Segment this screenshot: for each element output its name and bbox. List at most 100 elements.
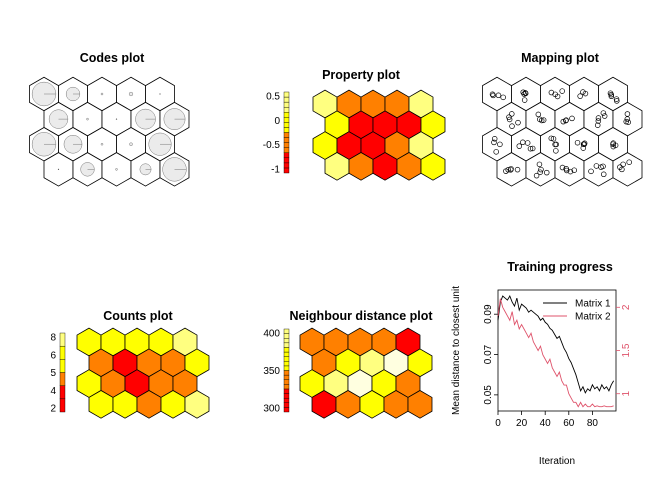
neighbour-scale-band	[283, 356, 290, 362]
mapping-point	[581, 140, 588, 147]
counts-scale-band	[59, 398, 66, 413]
x-axis-tick-label: 20	[516, 418, 528, 429]
mapping-point	[503, 168, 509, 174]
property-scale-band	[283, 91, 290, 98]
mapping-point	[580, 89, 586, 95]
mapping-point	[560, 118, 567, 125]
property-scale-band	[283, 142, 290, 148]
mapping-hex	[612, 152, 643, 187]
mapping-point	[610, 143, 617, 150]
mapping-point	[580, 145, 587, 151]
legend-label-2: Matrix 2	[575, 312, 611, 323]
mapping-point	[491, 139, 497, 146]
property-scale-band	[283, 127, 290, 133]
property-scale-band	[283, 157, 290, 164]
neighbour-cell	[407, 390, 433, 419]
mapping-point	[600, 110, 607, 116]
counts-scale-band	[59, 332, 66, 347]
counts-scale-tick: 2	[50, 404, 56, 415]
x-axis-tick-label: 60	[563, 418, 575, 429]
mapping-point	[553, 148, 559, 154]
codes-segment	[159, 93, 161, 95]
mapping-point	[601, 113, 608, 119]
mapping-point	[598, 164, 604, 170]
property-scale-band	[283, 162, 290, 169]
training-plot-title: Training progress	[507, 260, 613, 274]
mapping-point	[559, 164, 566, 171]
neighbour-scale-band	[283, 379, 290, 385]
x-axis-label: Iteration	[539, 456, 575, 467]
codes-segment	[57, 168, 60, 170]
property-scale-tick: 0.5	[266, 92, 280, 103]
neighbour-scale-band	[283, 328, 290, 334]
mapping-point	[563, 117, 569, 123]
mapping-point	[497, 141, 503, 148]
mapping-point	[569, 115, 575, 122]
codes-segment	[115, 118, 118, 120]
mapping-point	[537, 116, 543, 123]
mapping-plot	[482, 76, 643, 187]
counts-plot: 8 6 5 4 2	[50, 327, 210, 419]
mapping-point	[491, 136, 498, 142]
mapping-point	[540, 117, 547, 123]
neighbour-scale-band	[283, 374, 290, 380]
counts-scale-tick: 5	[50, 368, 56, 379]
neighbour-scale-band	[283, 393, 290, 399]
neighbour-scale-band	[283, 402, 290, 408]
mapping-point	[624, 116, 631, 122]
mapping-point	[588, 168, 594, 175]
mapping-point	[577, 93, 583, 99]
y-axis-label: Mean distance to closest unit	[451, 286, 462, 415]
property-scale-band	[283, 112, 290, 118]
mapping-point	[537, 169, 543, 175]
mapping-point	[515, 119, 521, 126]
mapping-point	[625, 119, 631, 125]
property-scale-band	[283, 106, 290, 113]
mapping-point	[521, 97, 528, 103]
mapping-point	[550, 136, 557, 142]
series-line-2	[497, 298, 614, 408]
counts-scale-tick: 6	[50, 350, 56, 361]
mapping-point	[506, 116, 513, 123]
mapping-point	[552, 141, 558, 148]
mapping-point	[529, 145, 536, 152]
mapping-point	[613, 96, 620, 102]
property-cell	[420, 152, 446, 181]
property-scale-tick: 0	[274, 116, 280, 127]
neighbour-scale-band	[283, 407, 290, 413]
mapping-point	[506, 114, 512, 120]
neighbour-scale-band	[283, 397, 290, 403]
mapping-point	[536, 161, 543, 168]
neighbour-distance-plot: 400 350 300	[263, 327, 433, 419]
counts-scale-band	[59, 345, 66, 360]
mapping-point	[543, 169, 550, 176]
mapping-point	[607, 90, 614, 96]
neighbour-scale-band	[283, 361, 290, 367]
codes-segment	[128, 91, 134, 97]
counts-scale-band	[59, 359, 66, 373]
mapping-point	[509, 123, 515, 129]
codes-segment	[100, 92, 104, 96]
property-scale-band	[283, 147, 290, 153]
mapping-point	[571, 167, 577, 173]
y2-axis-tick-label: 2	[621, 304, 632, 310]
property-plot: 0.5 0 -0.5 -1	[263, 89, 446, 181]
mapping-point	[574, 139, 581, 146]
property-scale-band	[283, 122, 290, 128]
codes-plot	[29, 76, 190, 187]
mapping-point	[600, 171, 607, 178]
counts-cell	[184, 390, 210, 419]
property-scale-band	[283, 137, 290, 143]
neighbour-scale-band	[283, 338, 290, 344]
property-scale-band	[283, 132, 290, 138]
counts-scale-tick: 8	[50, 333, 56, 344]
x-axis-tick-label: 40	[540, 418, 552, 429]
y-axis-tick-label: 0.07	[483, 344, 494, 364]
mapping-point	[608, 93, 615, 99]
series-line-1	[497, 295, 615, 394]
codes-segment	[115, 168, 118, 171]
mapping-plot-title: Mapping plot	[521, 51, 600, 65]
mapping-point	[554, 93, 561, 100]
codes-segment	[100, 142, 104, 146]
